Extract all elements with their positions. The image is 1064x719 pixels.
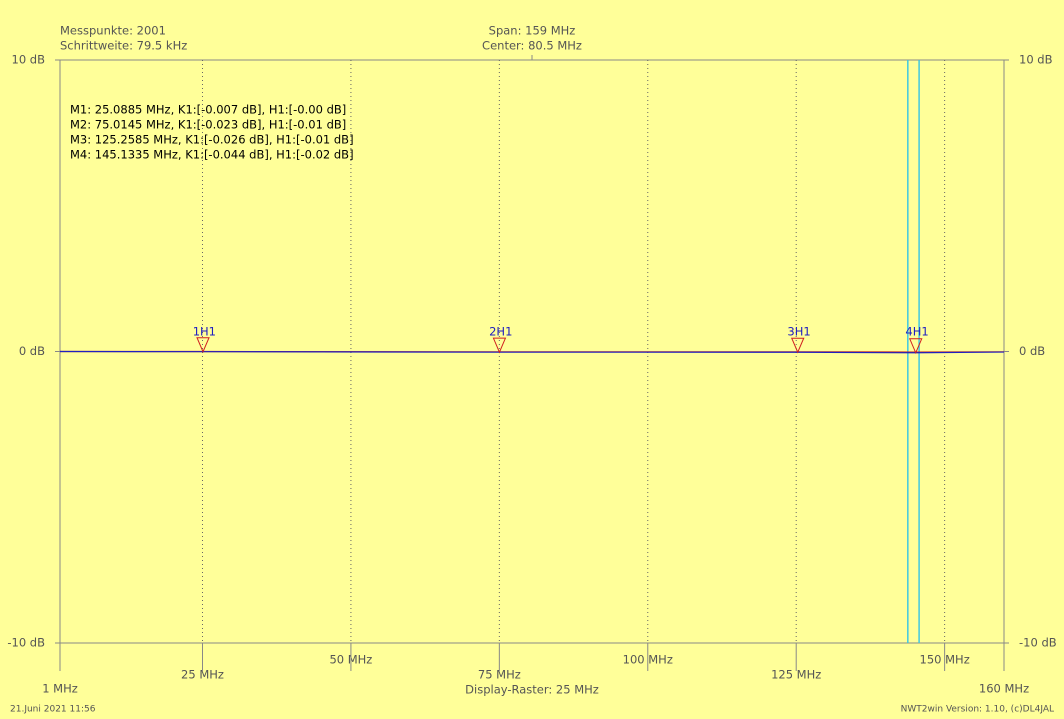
info-center: Center: 80.5 MHz [482, 39, 582, 53]
marker-readout: M2: 75.0145 MHz, K1:[-0.023 dB], H1:[-0.… [70, 118, 346, 132]
x-tick-label: 125 MHz [771, 668, 821, 682]
marker-trace: H1 [913, 325, 929, 339]
y-tick-label: -10 dB [7, 636, 45, 650]
info-version: NWT2win Version: 1.10, (c)DL4JAL [901, 705, 1054, 715]
marker-readout: M1: 25.0885 MHz, K1:[-0.007 dB], H1:[-0.… [70, 103, 346, 117]
trace [59, 350, 1005, 354]
marker [196, 337, 210, 353]
marker-trace: H1 [200, 325, 216, 339]
marker-id: 3 [787, 325, 794, 339]
x-tick-label: 25 MHz [181, 668, 224, 682]
marker-id: 4 [905, 325, 912, 339]
marker [492, 337, 507, 354]
x-tick-label: 160 MHz [979, 682, 1029, 696]
y-tick-label-right: -10 dB [1019, 636, 1057, 650]
y-tick-label-right: 0 dB [1019, 344, 1045, 358]
x-tick-label: 75 MHz [478, 668, 521, 682]
marker-trace: H1 [795, 325, 811, 339]
info-date: 21.Juni 2021 11:56 [10, 705, 96, 715]
marker-readout: M4: 145.1335 MHz, K1:[-0.044 dB], H1:[-0… [70, 148, 354, 162]
info-points: Messpunkte: 2001 [60, 24, 166, 38]
info-step: Schrittweite: 79.5 kHz [60, 39, 187, 53]
y-tick-label: 0 dB [19, 344, 45, 358]
info-raster: Display-Raster: 25 MHz [465, 683, 599, 697]
y-tick-label-right: 10 dB [1019, 53, 1053, 67]
info-span: Span: 159 MHz [489, 24, 576, 38]
marker-trace: H1 [496, 325, 512, 339]
marker-readout: M3: 125.2585 MHz, K1:[-0.026 dB], H1:[-0… [70, 133, 354, 147]
y-tick-label: 10 dB [12, 53, 46, 67]
marker [790, 337, 805, 354]
marker-id: 2 [489, 325, 496, 339]
marker [908, 338, 923, 355]
marker-id: 1 [193, 325, 200, 339]
x-tick-label: 1 MHz [42, 682, 78, 696]
